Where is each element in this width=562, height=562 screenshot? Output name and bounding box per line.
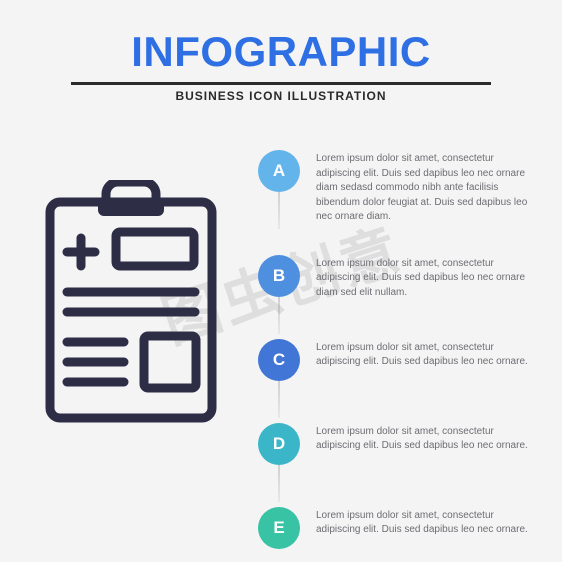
step-badge-b: B <box>258 255 300 297</box>
step-c: C Lorem ipsum dolor sit amet, consectetu… <box>258 339 528 393</box>
connector-d <box>278 465 280 502</box>
step-badge-c: C <box>258 339 300 381</box>
step-badge-d: D <box>258 423 300 465</box>
main-content: A Lorem ipsum dolor sit amet, consectetu… <box>0 130 562 537</box>
step-list: A Lorem ipsum dolor sit amet, consectetu… <box>258 150 528 561</box>
step-badge-a: A <box>258 150 300 192</box>
step-d: D Lorem ipsum dolor sit amet, consectetu… <box>258 423 528 477</box>
clipboard-icon <box>36 180 226 435</box>
header-rule <box>71 82 491 85</box>
step-text-a: Lorem ipsum dolor sit amet, consectetur … <box>316 150 528 225</box>
step-badge-e: E <box>258 507 300 549</box>
header: INFOGRAPHIC BUSINESS ICON ILLUSTRATION <box>0 0 562 103</box>
step-b: B Lorem ipsum dolor sit amet, consectetu… <box>258 255 528 309</box>
step-text-c: Lorem ipsum dolor sit amet, consectetur … <box>316 339 528 370</box>
step-e: E Lorem ipsum dolor sit amet, consectetu… <box>258 507 528 561</box>
step-text-d: Lorem ipsum dolor sit amet, consectetur … <box>316 423 528 454</box>
connector-c <box>278 381 280 418</box>
step-text-b: Lorem ipsum dolor sit amet, consectetur … <box>316 255 528 301</box>
step-a: A Lorem ipsum dolor sit amet, consectetu… <box>258 150 528 225</box>
step-text-e: Lorem ipsum dolor sit amet, consectetur … <box>316 507 528 538</box>
connector-a <box>278 192 280 229</box>
page-subtitle: BUSINESS ICON ILLUSTRATION <box>0 89 562 103</box>
page-title: INFOGRAPHIC <box>0 28 562 76</box>
connector-b <box>278 297 280 334</box>
